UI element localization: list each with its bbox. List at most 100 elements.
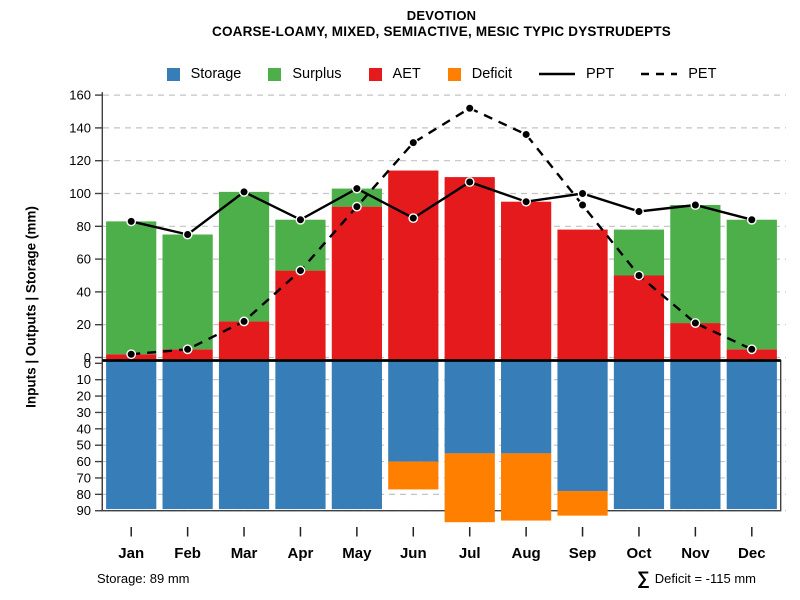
legend-item-aet: AET: [368, 66, 421, 82]
legend-label-aet: AET: [392, 66, 421, 82]
month-label-may: May: [342, 545, 372, 562]
surplus-bar-oct: [613, 229, 665, 276]
surplus-swatch: [268, 67, 282, 81]
storage-bar-mar: [218, 360, 270, 510]
lower-y-tick-label-60: 60: [77, 454, 91, 469]
surplus-bar-jan: [106, 221, 157, 355]
pet-point-mar: [239, 316, 249, 327]
lower-y-tick-label-90: 90: [77, 503, 91, 518]
legend-label-ppt: PPT: [586, 66, 615, 82]
lower-y-tick-label-80: 80: [77, 487, 91, 502]
aet-bar-jul: [444, 177, 495, 361]
ppt-point-jan: [126, 216, 137, 227]
ppt-point-sep: [577, 188, 588, 199]
ppt-point-may: [351, 183, 362, 194]
upper-y-tick-label-140: 140: [69, 120, 91, 135]
aet-bar-aug: [501, 201, 552, 361]
storage-bar-aug: [501, 360, 552, 454]
month-label-jan: Jan: [118, 545, 144, 562]
surplus-bar-dec: [726, 219, 777, 350]
storage-bar-oct: [613, 360, 665, 510]
pet-point-dec: [746, 344, 757, 355]
month-label-nov: Nov: [681, 545, 710, 562]
aet-bar-sep: [557, 229, 608, 361]
storage-bar-jul: [444, 360, 495, 454]
sigma-symbol: ∑: [636, 568, 650, 588]
ppt-point-feb: [182, 229, 193, 240]
storage-bar-sep: [557, 360, 608, 492]
lower-y-tick-label-10: 10: [77, 372, 91, 387]
pet-point-may: [351, 201, 362, 212]
ppt-point-nov: [690, 200, 701, 210]
month-label-jul: Jul: [459, 545, 481, 562]
deficit-annotation: ∑ Deficit = -115 mm: [637, 567, 756, 588]
surplus-bar-nov: [670, 204, 721, 324]
month-label-apr: Apr: [288, 545, 314, 562]
storage-annotation: Storage: 89 mm: [97, 571, 190, 586]
pet-point-jan: [126, 349, 137, 360]
legend-item-ppt: PPT: [539, 66, 614, 82]
lower-y-tick-label-30: 30: [77, 405, 91, 420]
month-label-feb: Feb: [174, 545, 201, 562]
lower-y-tick-label-50: 50: [77, 438, 91, 453]
legend-label-surplus: Surplus: [292, 66, 342, 82]
storage-bar-jun: [388, 360, 439, 462]
legend-label-storage: Storage: [190, 66, 242, 82]
upper-y-tick-label-0: 0: [84, 350, 91, 365]
y-axis-title: Inputs | Outputs | Storage (mm): [23, 206, 39, 408]
month-label-oct: Oct: [626, 545, 651, 562]
pet-point-sep: [577, 200, 588, 210]
upper-y-tick-label-120: 120: [69, 153, 91, 168]
storage-bar-jan: [106, 360, 157, 510]
chart-subtitle: COARSE-LOAMY, MIXED, SEMIACTIVE, MESIC T…: [212, 24, 671, 39]
storage-bar-dec: [726, 360, 777, 510]
surplus-bar-may: [331, 188, 382, 207]
deficit-bar-jul: [444, 453, 495, 523]
pet-point-jun: [408, 137, 419, 148]
pet-point-feb: [182, 344, 193, 355]
ppt-point-dec: [746, 214, 757, 225]
lower-y-tick-label-0: 0: [84, 356, 91, 371]
aet-bar-oct: [613, 275, 665, 361]
pet-point-jul: [464, 103, 475, 114]
storage-bar-apr: [275, 360, 326, 510]
deficit-bar-aug: [501, 453, 552, 521]
legend-item-deficit: Deficit: [447, 66, 513, 82]
lower-y-tick-label-20: 20: [77, 389, 91, 404]
upper-y-tick-label-60: 60: [77, 252, 91, 267]
deficit-swatch: [447, 67, 461, 81]
aet-swatch: [368, 67, 382, 81]
aet-bar-dec: [726, 349, 777, 361]
month-label-sep: Sep: [569, 545, 597, 562]
deficit-annotation-text: Deficit = -115 mm: [654, 571, 756, 586]
ppt-line: [130, 180, 753, 236]
month-label-jun: Jun: [400, 545, 427, 562]
storage-swatch: [166, 67, 180, 81]
storage-bar-nov: [670, 360, 721, 510]
legend-item-pet: PET: [641, 66, 716, 82]
month-label-dec: Dec: [738, 545, 766, 562]
ppt-line-sample-box: [539, 72, 576, 76]
surplus-bar-feb: [162, 234, 213, 350]
ppt-point-aug: [521, 196, 532, 207]
month-label-aug: Aug: [512, 545, 541, 562]
deficit-bar-sep: [557, 491, 608, 516]
aet-bar-jun: [388, 170, 439, 361]
upper-y-tick-label-80: 80: [77, 219, 91, 234]
aet-bar-feb: [162, 349, 213, 361]
legend-label-deficit: Deficit: [471, 66, 513, 82]
pet-point-apr: [295, 265, 306, 276]
aet-bar-mar: [218, 321, 270, 361]
surplus-bar-apr: [275, 219, 326, 271]
pet-point-aug: [521, 129, 532, 140]
legend-label-pet: PET: [688, 66, 717, 82]
month-label-mar: Mar: [231, 545, 258, 562]
upper-y-tick-label-20: 20: [77, 317, 91, 332]
deficit-bar-jun: [388, 461, 439, 490]
pet-line-sample-box: [641, 72, 678, 76]
aet-bar-apr: [275, 270, 326, 361]
lower-y-tick-label-40: 40: [77, 421, 91, 436]
lower-y-tick-label-70: 70: [77, 470, 91, 485]
